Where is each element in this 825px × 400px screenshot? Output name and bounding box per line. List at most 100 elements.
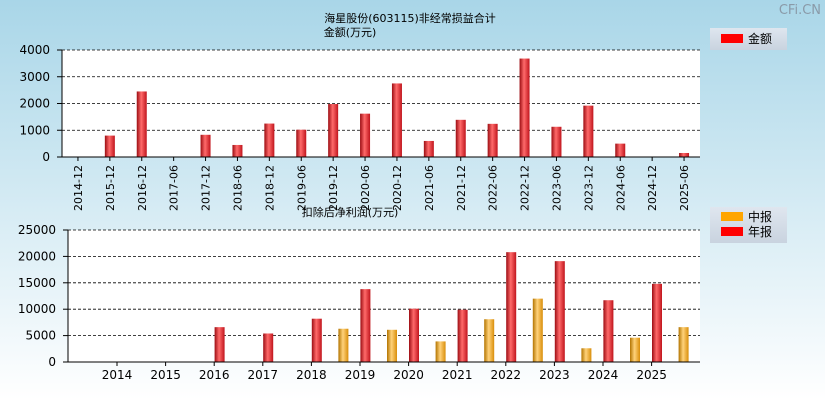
chart1-y-tick-label: 1000 bbox=[19, 123, 50, 137]
chart-nonrecurring-gains: 海星股份(603115)非经常损益合计 金额(万元) 0 1000 2000 3000… bbox=[19, 11, 787, 211]
chart1-x-tick-label: 2016-12 bbox=[136, 165, 149, 211]
chart1-x-tick-label: 2023-06 bbox=[550, 165, 563, 211]
chart2-y-tick-label: 15000 bbox=[18, 276, 56, 290]
chart2-bar-annual bbox=[214, 327, 225, 362]
chart2-bar-interim bbox=[484, 319, 495, 362]
chart1-x-tick-label: 2021-06 bbox=[423, 165, 436, 211]
chart1-x-tick-label: 2022-12 bbox=[519, 165, 532, 211]
chart1-x-tick-label: 2024-12 bbox=[646, 165, 659, 211]
chart2-bar-annual bbox=[311, 318, 322, 362]
chart2-legend: 中报 年报 bbox=[710, 207, 787, 243]
chart2-bars bbox=[214, 252, 689, 362]
chart1-x-tick-label: 2020-12 bbox=[391, 165, 404, 211]
chart2-gridlines bbox=[68, 229, 700, 337]
chart1-bar bbox=[391, 83, 402, 157]
chart2-x-tick-label: 2019 bbox=[345, 368, 376, 382]
chart2-y-tick-label: 5000 bbox=[25, 329, 56, 343]
chart2-legend-swatch-interim bbox=[721, 212, 743, 221]
chart1-bar bbox=[455, 119, 466, 157]
chart2-bar-annual bbox=[360, 289, 371, 362]
chart2-y-ticks: 0 5000 10000 15000 20000 25000 bbox=[18, 223, 68, 369]
chart2-x-tick-label: 2016 bbox=[199, 368, 230, 382]
chart1-gridlines bbox=[62, 49, 700, 131]
chart1-bar bbox=[360, 113, 371, 157]
chart1-x-tick-label: 2024-06 bbox=[614, 165, 627, 211]
chart2-x-tick-label: 2014 bbox=[102, 368, 133, 382]
chart2-y-tick-label: 20000 bbox=[18, 249, 56, 263]
chart1-bar bbox=[583, 105, 594, 157]
chart2-bar-interim bbox=[581, 348, 592, 362]
chart1-bars bbox=[104, 58, 690, 158]
chart2-x-tick-label: 2021 bbox=[442, 368, 473, 382]
chart1-x-tick-label: 2018-12 bbox=[263, 165, 276, 211]
chart2-bar-annual bbox=[263, 333, 274, 362]
chart1-x-tick-label: 2017-06 bbox=[168, 165, 181, 211]
chart1-legend-label: 金额 bbox=[748, 31, 772, 46]
chart2-y-tick-label: 25000 bbox=[18, 223, 56, 237]
chart2-y-tick-label: 10000 bbox=[18, 302, 56, 316]
chart1-y-ticks: 0 1000 2000 3000 4000 bbox=[19, 43, 62, 164]
chart2-bar-interim bbox=[532, 298, 543, 362]
chart1-bar bbox=[423, 140, 434, 157]
chart1-x-tick-label: 2015-12 bbox=[104, 165, 117, 211]
chart1-bar bbox=[136, 91, 147, 157]
chart2-bar-interim bbox=[630, 337, 640, 362]
chart2-bar-interim bbox=[387, 329, 397, 362]
chart1-title: 海星股份(603115)非经常损益合计 bbox=[324, 11, 496, 25]
chart2-x-ticks: 2014 2015 2016 2017 2018 2019 2020 2021 2022 2023… bbox=[102, 362, 667, 382]
chart2-x-tick-label: 2022 bbox=[491, 368, 522, 382]
chart2-bar-interim bbox=[678, 327, 689, 362]
chart1-bar bbox=[615, 143, 626, 157]
chart2-bar-annual bbox=[603, 300, 614, 362]
chart2-bar-annual bbox=[506, 252, 517, 362]
chart1-ylabel: 金额(万元) bbox=[324, 25, 377, 39]
chart1-x-tick-label: 2019-12 bbox=[327, 165, 340, 211]
chart1-y-tick-label: 4000 bbox=[19, 43, 50, 57]
chart1-bar bbox=[328, 104, 339, 157]
chart2-bar-annual bbox=[409, 308, 419, 362]
chart2-x-tick-label: 2015 bbox=[150, 368, 181, 382]
chart1-x-ticks: 2014-12 2015-12 2016-12 2017-06 2017-12 2018-… bbox=[72, 157, 691, 211]
watermark: CFi.CN bbox=[779, 3, 821, 18]
chart2-bar-interim bbox=[435, 341, 446, 362]
chart2-x-tick-label: 2025 bbox=[636, 368, 667, 382]
chart1-x-tick-label: 2021-12 bbox=[455, 165, 468, 211]
chart1-bar bbox=[519, 58, 530, 158]
chart-deducted-net-profit: 扣除后净利润(万元) 0 5000 10000 15000 20000 25000 201… bbox=[18, 205, 787, 382]
chart1-x-tick-label: 2019-06 bbox=[295, 165, 308, 211]
chart1-bar bbox=[264, 123, 275, 157]
chart2-legend-label-interim: 中报 bbox=[748, 209, 772, 224]
chart1-legend-box bbox=[710, 28, 787, 50]
chart2-legend-label-annual: 年报 bbox=[748, 224, 772, 239]
chart2-x-tick-label: 2017 bbox=[248, 368, 279, 382]
chart1-y-tick-label: 2000 bbox=[19, 97, 50, 111]
chart1-y-tick-label: 0 bbox=[42, 150, 50, 164]
chart1-x-tick-label: 2023-12 bbox=[582, 165, 595, 211]
chart2-axes bbox=[67, 230, 700, 363]
chart1-bar bbox=[551, 126, 562, 157]
chart2-bar-interim bbox=[338, 328, 349, 362]
chart1-bar bbox=[104, 135, 115, 157]
chart2-y-tick-label: 0 bbox=[48, 355, 56, 369]
chart1-x-tick-label: 2017-12 bbox=[200, 165, 213, 211]
chart1-bar bbox=[232, 144, 243, 157]
chart1-bar bbox=[679, 152, 690, 157]
chart2-plot-area bbox=[68, 230, 700, 362]
chart1-bar bbox=[296, 129, 307, 157]
chart2-legend-swatch-annual bbox=[721, 227, 743, 236]
chart1-x-tick-label: 2020-06 bbox=[359, 165, 372, 211]
chart2-title: 扣除后净利润(万元) bbox=[302, 205, 399, 219]
chart1-legend-swatch bbox=[721, 34, 743, 43]
chart2-x-tick-label: 2018 bbox=[296, 368, 327, 382]
chart1-x-tick-label: 2014-12 bbox=[72, 165, 85, 211]
chart2-x-tick-label: 2024 bbox=[588, 368, 619, 382]
chart2-x-tick-label: 2023 bbox=[539, 368, 570, 382]
chart1-x-tick-label: 2018-06 bbox=[231, 165, 244, 211]
chart1-bar bbox=[200, 134, 211, 157]
chart2-bar-annual bbox=[457, 309, 468, 362]
chart1-bar bbox=[487, 123, 498, 157]
chart1-x-tick-label: 2022-06 bbox=[487, 165, 500, 211]
chart1-legend: 金额 bbox=[710, 28, 787, 50]
chart1-y-tick-label: 3000 bbox=[19, 70, 50, 84]
